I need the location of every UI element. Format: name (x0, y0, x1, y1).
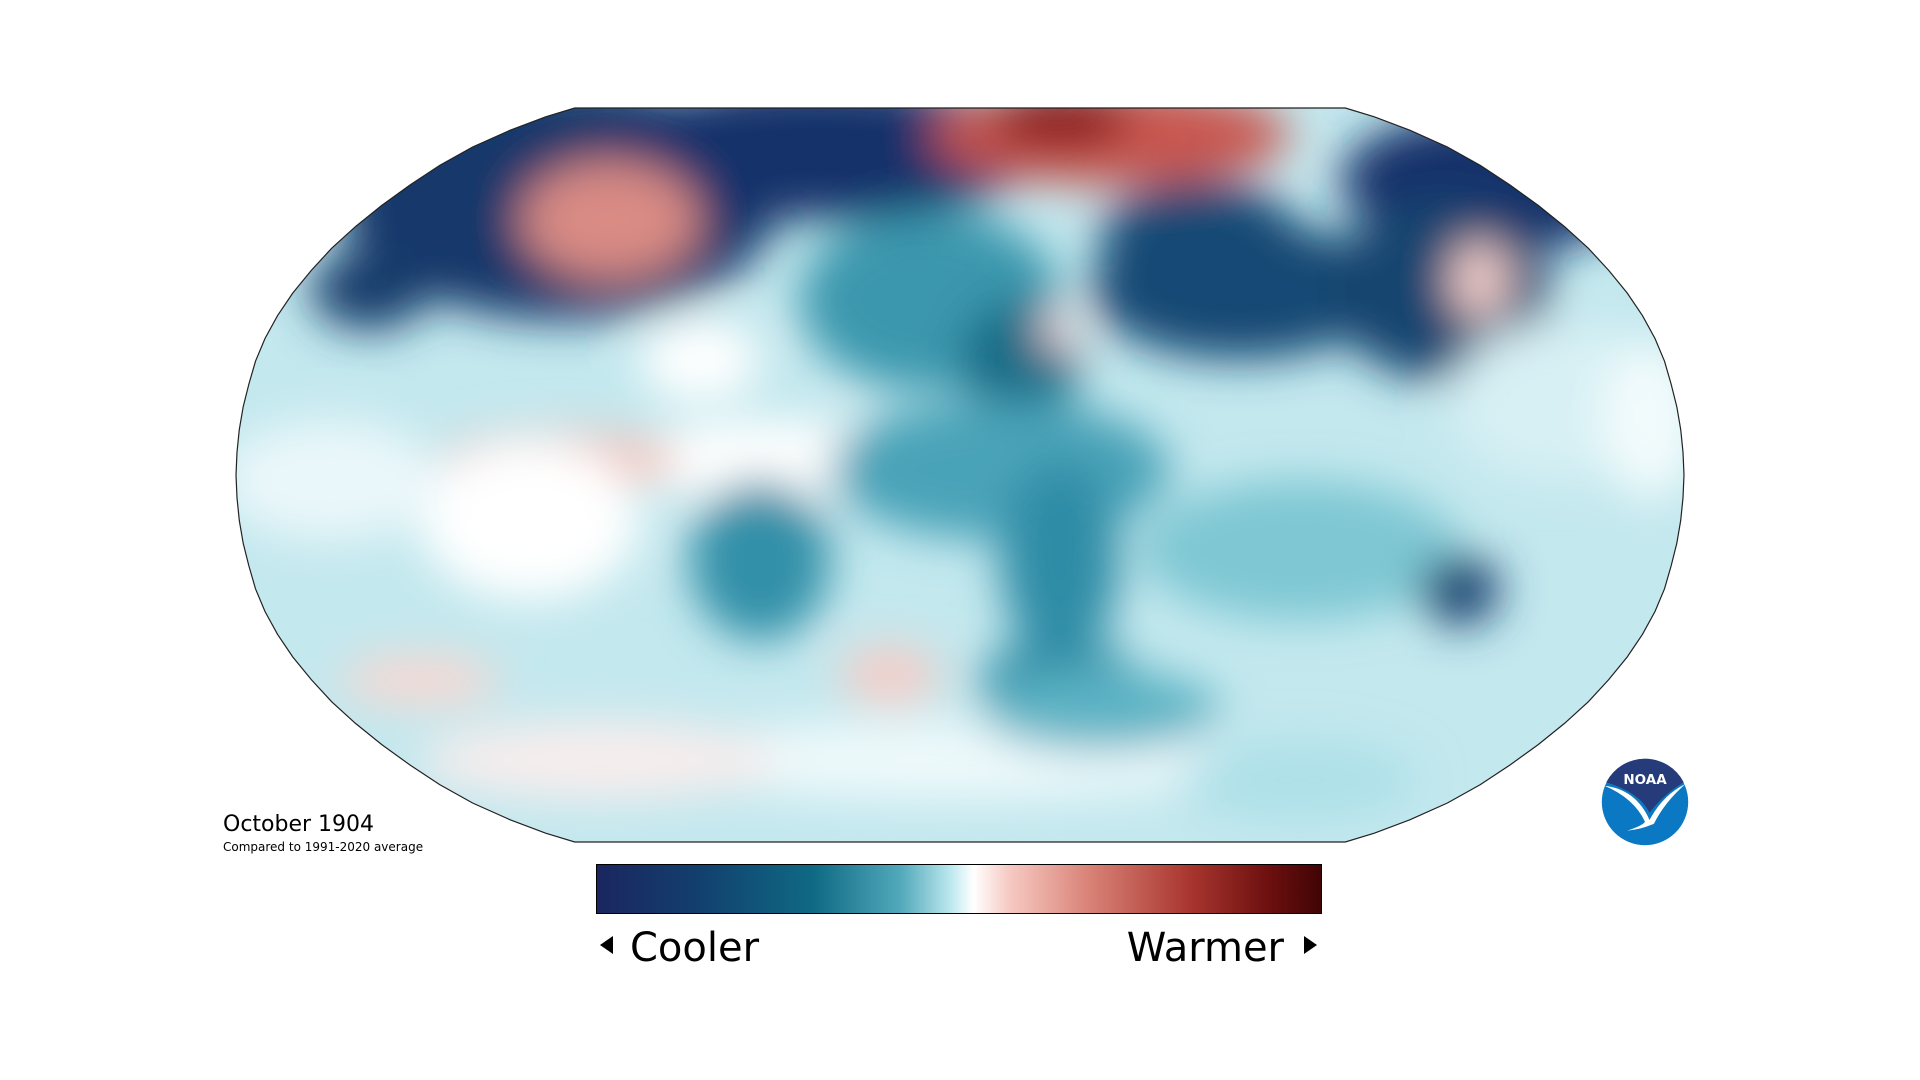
anomaly-region (840, 645, 940, 705)
anomaly-region (1100, 180, 1300, 300)
warmer-label: Warmer (1126, 925, 1284, 971)
anomaly-region (1000, 460, 1120, 660)
anomaly-region (830, 400, 1170, 540)
anomaly-region (1180, 740, 1420, 820)
anomaly-region (1450, 240, 1510, 320)
anomaly-region (310, 250, 430, 330)
anomaly-region (690, 480, 830, 640)
noaa-logo: NOAA (1601, 758, 1689, 846)
anomaly-region (420, 440, 640, 600)
anomaly-region (340, 655, 500, 705)
anomaly-region (1140, 480, 1460, 620)
anomaly-region (980, 670, 1220, 750)
anomaly-region (1600, 340, 1684, 500)
anomaly-region (236, 420, 440, 540)
anomaly-region (420, 720, 780, 800)
anomaly-region (520, 160, 700, 280)
cooler-label: Cooler (630, 925, 760, 971)
map-subtitle: Compared to 1991-2020 average (223, 840, 424, 854)
colorbar (596, 864, 1322, 914)
map-outline (235, 107, 1685, 843)
right-arrow-icon (1304, 936, 1317, 954)
anomaly-region (640, 320, 760, 400)
anomaly-region (1330, 200, 1550, 380)
svg-text:NOAA: NOAA (1623, 772, 1667, 788)
map-title: October 1904 (223, 812, 375, 837)
anomaly-region (1420, 555, 1500, 625)
anomaly-region (990, 108, 1130, 150)
anomaly-region (600, 108, 1040, 220)
anomaly-region (1040, 310, 1080, 350)
left-arrow-icon (600, 936, 613, 954)
